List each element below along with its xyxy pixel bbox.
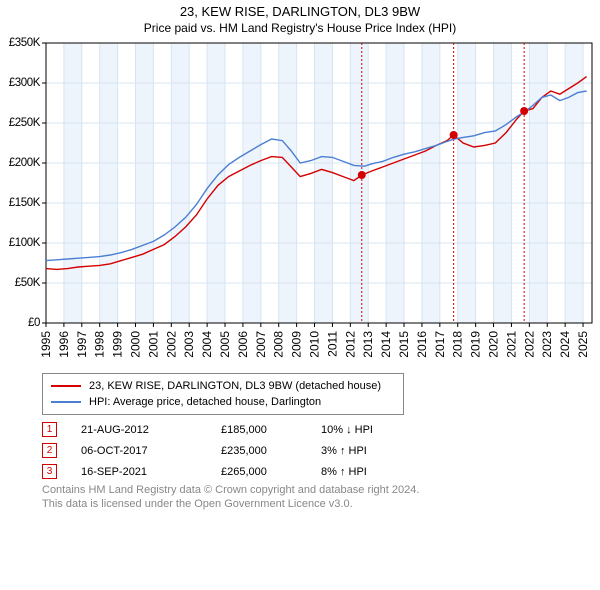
- attribution: Contains HM Land Registry data © Crown c…: [42, 484, 600, 512]
- svg-text:2013: 2013: [361, 331, 375, 358]
- svg-text:1997: 1997: [75, 331, 89, 358]
- svg-text:2017: 2017: [433, 331, 447, 358]
- svg-text:2010: 2010: [308, 331, 322, 358]
- svg-text:1999: 1999: [111, 331, 125, 358]
- transaction-marker-icon: 1: [42, 422, 57, 437]
- svg-text:1995: 1995: [39, 331, 53, 358]
- svg-text:2012: 2012: [343, 331, 357, 358]
- svg-text:£0: £0: [28, 317, 40, 329]
- transaction-marker-icon: 2: [42, 443, 57, 458]
- legend-label: HPI: Average price, detached house, Darl…: [89, 396, 321, 408]
- svg-text:£100K: £100K: [9, 237, 41, 249]
- svg-text:2011: 2011: [325, 331, 339, 357]
- transaction-pct: 3% ↑ HPI: [321, 445, 421, 457]
- svg-text:£150K: £150K: [9, 197, 41, 209]
- legend-swatch: [51, 401, 81, 403]
- svg-text:2002: 2002: [164, 331, 178, 358]
- legend-label: 23, KEW RISE, DARLINGTON, DL3 9BW (detac…: [89, 380, 381, 392]
- legend-item: HPI: Average price, detached house, Darl…: [51, 394, 395, 410]
- transaction-pct: 10% ↓ HPI: [321, 424, 421, 436]
- svg-text:£300K: £300K: [9, 77, 41, 89]
- transaction-price: £185,000: [221, 424, 321, 436]
- svg-text:2025: 2025: [576, 331, 590, 358]
- svg-text:2008: 2008: [272, 331, 286, 358]
- svg-text:2006: 2006: [236, 331, 250, 358]
- transaction-row: 1 21-AUG-2012 £185,000 10% ↓ HPI: [42, 419, 600, 440]
- legend: 23, KEW RISE, DARLINGTON, DL3 9BW (detac…: [42, 373, 404, 415]
- svg-text:£50K: £50K: [15, 277, 41, 289]
- line-chart-svg: £0 £50K £100K £150K £200K £250K £300K £350K 1995…: [0, 37, 600, 367]
- svg-text:2023: 2023: [540, 331, 554, 358]
- svg-text:£250K: £250K: [9, 117, 41, 129]
- svg-text:2003: 2003: [182, 331, 196, 358]
- svg-text:2007: 2007: [254, 331, 268, 358]
- svg-text:2001: 2001: [146, 331, 160, 358]
- attribution-line: Contains HM Land Registry data © Crown c…: [42, 484, 600, 498]
- svg-text:2000: 2000: [129, 331, 143, 358]
- svg-text:2004: 2004: [200, 331, 214, 358]
- svg-text:2014: 2014: [379, 331, 393, 358]
- transaction-marker-icon: 3: [42, 464, 57, 479]
- transaction-date: 21-AUG-2012: [81, 424, 221, 436]
- transaction-date: 16-SEP-2021: [81, 466, 221, 478]
- svg-text:2005: 2005: [218, 331, 232, 358]
- chart-title-block: 23, KEW RISE, DARLINGTON, DL3 9BW Price …: [0, 0, 600, 37]
- legend-item: 23, KEW RISE, DARLINGTON, DL3 9BW (detac…: [51, 378, 395, 394]
- attribution-line: This data is licensed under the Open Gov…: [42, 498, 600, 512]
- svg-text:2016: 2016: [415, 331, 429, 358]
- svg-text:2024: 2024: [558, 331, 572, 358]
- transaction-date: 06-OCT-2017: [81, 445, 221, 457]
- transaction-price: £265,000: [221, 466, 321, 478]
- svg-text:1996: 1996: [57, 331, 71, 358]
- chart-title: 23, KEW RISE, DARLINGTON, DL3 9BW: [0, 4, 600, 19]
- transaction-row: 3 16-SEP-2021 £265,000 8% ↑ HPI: [42, 461, 600, 482]
- chart-area: £0 £50K £100K £150K £200K £250K £300K £350K 1995…: [0, 37, 600, 367]
- svg-text:2015: 2015: [397, 331, 411, 358]
- svg-text:1998: 1998: [93, 331, 107, 358]
- svg-text:2020: 2020: [487, 331, 501, 358]
- legend-swatch: [51, 385, 81, 387]
- svg-text:2021: 2021: [504, 331, 518, 358]
- svg-text:2009: 2009: [290, 331, 304, 358]
- svg-text:2018: 2018: [451, 331, 465, 358]
- transaction-price: £235,000: [221, 445, 321, 457]
- transactions-table: 1 21-AUG-2012 £185,000 10% ↓ HPI 2 06-OC…: [42, 419, 600, 482]
- svg-text:2022: 2022: [522, 331, 536, 358]
- transaction-pct: 8% ↑ HPI: [321, 466, 421, 478]
- transaction-row: 2 06-OCT-2017 £235,000 3% ↑ HPI: [42, 440, 600, 461]
- chart-subtitle: Price paid vs. HM Land Registry's House …: [0, 19, 600, 35]
- svg-text:2019: 2019: [469, 331, 483, 358]
- svg-text:£350K: £350K: [9, 37, 41, 49]
- svg-text:£200K: £200K: [9, 157, 41, 169]
